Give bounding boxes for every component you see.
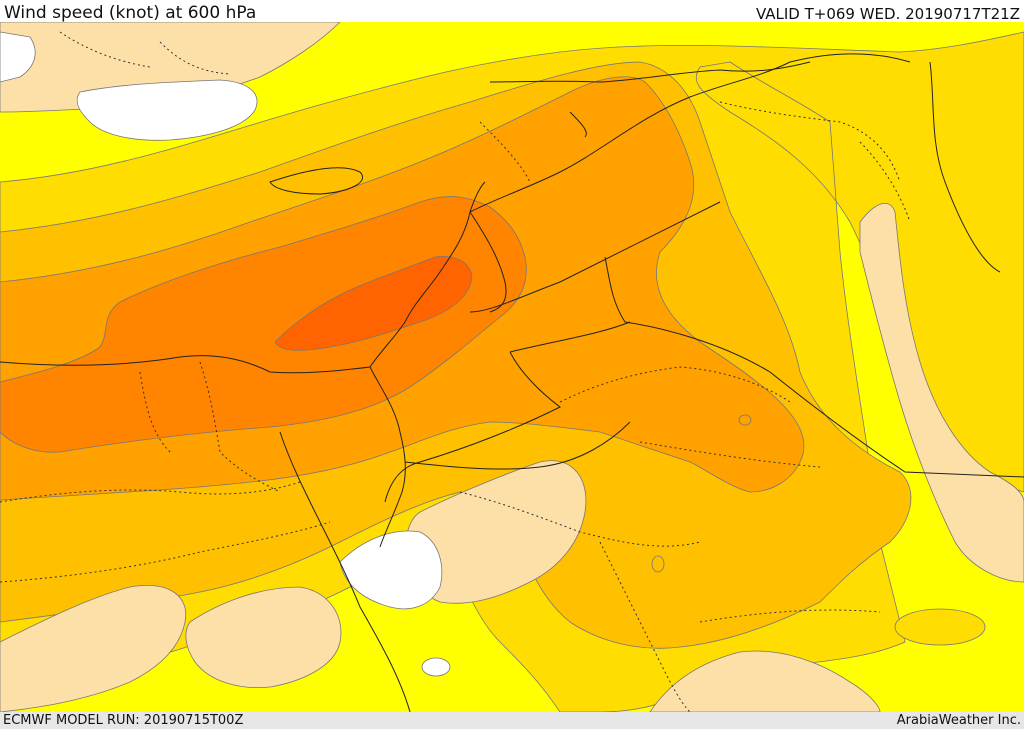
- valid-time: VALID T+069 WED. 20190717T21Z: [755, 5, 1020, 23]
- province-borders: [0, 31, 911, 712]
- wind-band-pale: [859, 202, 1024, 583]
- country-borders: [0, 53, 1024, 712]
- wind-band-calm: [76, 79, 258, 141]
- wind-speed-map: [0, 22, 1024, 712]
- wind-band-pale: [649, 650, 881, 712]
- credit-text: ArabiaWeather Inc.: [896, 713, 1021, 728]
- wind-band-pale: [185, 586, 342, 688]
- wind-band-pale: [0, 585, 187, 712]
- map-canvas: [0, 22, 1024, 712]
- map-title: Wind speed (knot) at 600 hPa: [4, 3, 257, 23]
- model-run: ECMWF MODEL RUN: 20190715T00Z: [3, 713, 244, 728]
- wind-band-red-orange: [274, 255, 473, 351]
- wind-band-amber: [738, 414, 752, 426]
- wind-band-dark-orange: [0, 196, 527, 453]
- header-bar: Wind speed (knot) at 600 hPa VALID T+069…: [0, 0, 1024, 23]
- wind-band-calm: [339, 530, 443, 610]
- wind-band-amber: [651, 555, 665, 573]
- wind-band-calm: [0, 31, 36, 83]
- wind-band-gold: [894, 608, 986, 646]
- footer-bar: ECMWF MODEL RUN: 20190715T00Z ArabiaWeat…: [0, 712, 1024, 729]
- wind-band-calm: [421, 657, 451, 677]
